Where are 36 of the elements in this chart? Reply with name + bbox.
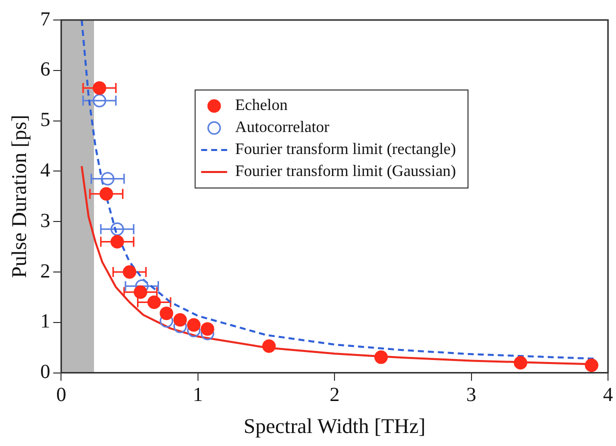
point [160, 306, 174, 320]
legend-label: Echelon [235, 97, 288, 114]
point [92, 81, 106, 95]
x-tick-label: 3 [466, 384, 476, 406]
x-axis-title: Spectral Width [THz] [244, 414, 426, 438]
point [200, 322, 214, 336]
x-tick-label: 0 [56, 384, 66, 406]
point [122, 265, 136, 279]
y-axis-title: Pulse Duration [ps] [7, 114, 32, 278]
legend-label: Autocorrelator [235, 119, 330, 136]
point [173, 313, 187, 327]
y-tick-label: 5 [40, 109, 50, 132]
y-tick-label: 7 [40, 8, 50, 30]
point [110, 222, 124, 236]
x-tick-label: 2 [330, 384, 340, 406]
point [514, 356, 528, 370]
point [262, 339, 276, 353]
point [100, 187, 114, 201]
point [92, 94, 106, 108]
y-tick-label: 4 [40, 159, 50, 182]
point [110, 235, 124, 249]
y-tick-label: 2 [40, 260, 50, 282]
y-tick-label: 1 [40, 310, 50, 333]
y-tick-label: 6 [40, 58, 50, 81]
x-tick-label: 1 [192, 384, 203, 406]
x-tick-label: 4 [603, 384, 613, 406]
y-tick-label: 0 [40, 361, 50, 384]
y-tick-label: 3 [40, 210, 50, 232]
point [147, 295, 161, 309]
legend-label: Fourier transform limit (rectangle) [235, 141, 456, 158]
point [584, 358, 598, 372]
point [374, 350, 388, 364]
point [134, 285, 148, 299]
legend-label: Fourier transform limit (Gaussian) [235, 163, 456, 180]
point [100, 172, 114, 186]
point [187, 318, 201, 332]
